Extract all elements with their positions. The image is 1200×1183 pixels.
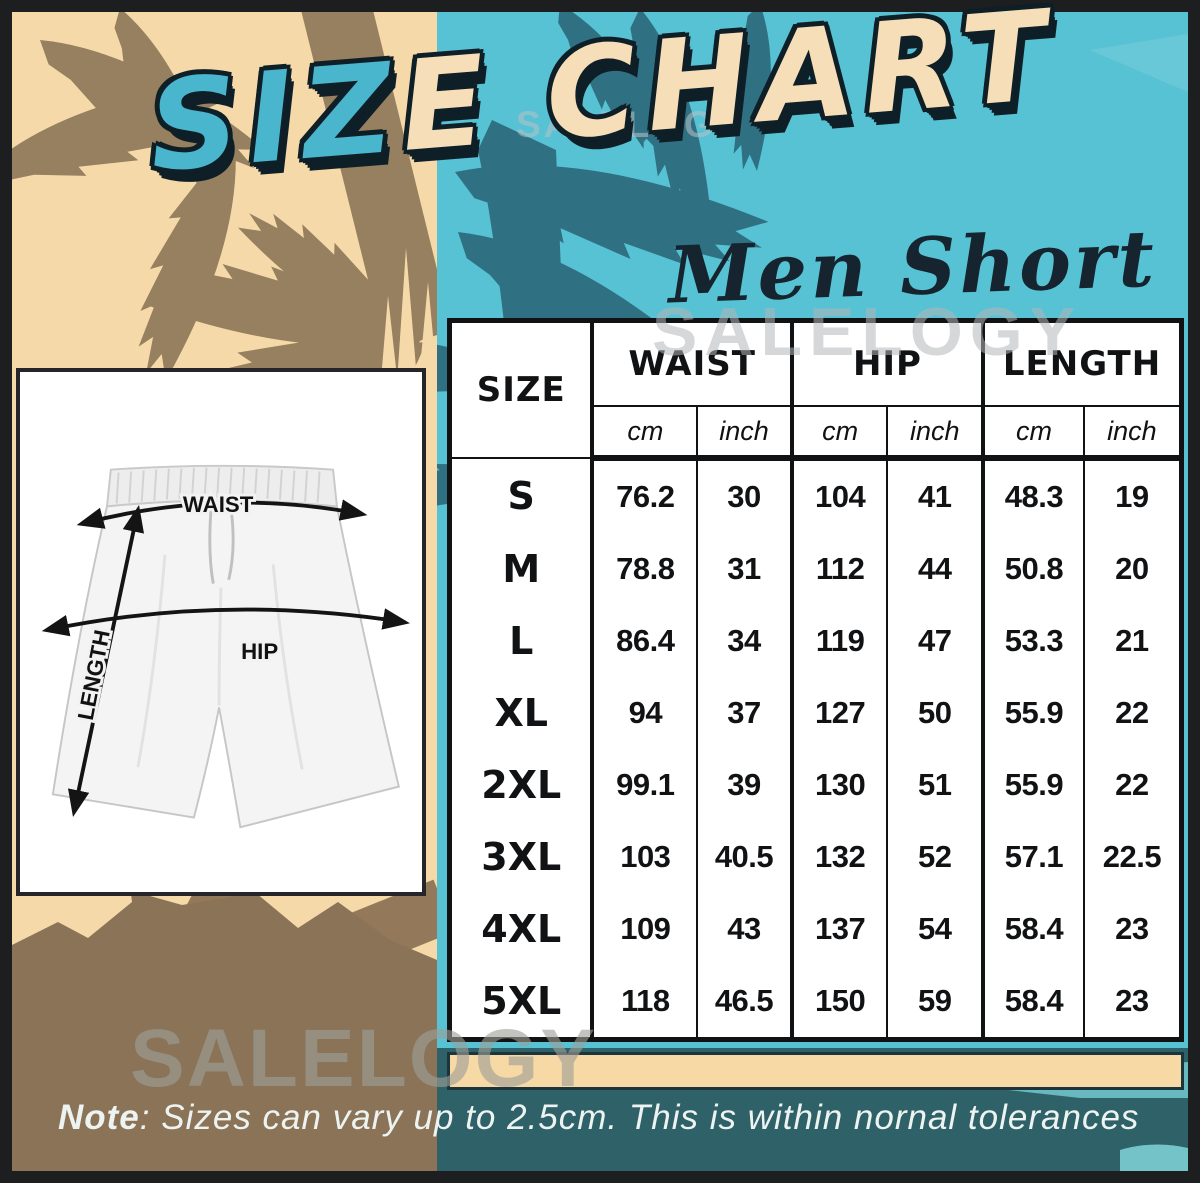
hip-label: HIP: [241, 639, 278, 664]
hip-in-cell: 50: [886, 677, 984, 749]
table-row: M 78.8 31 112 44 50.8 20: [450, 533, 1182, 605]
unit-header-cm: cm: [590, 406, 698, 461]
waist-cm-cell: 76.2: [590, 458, 698, 533]
size-table-container: SIZE WAIST HIP LENGTH cm inch cm inch cm…: [447, 318, 1184, 1042]
hip-in-cell: 54: [886, 893, 984, 965]
table-row: L 86.4 34 119 47 53.3 21: [450, 605, 1182, 677]
hip-cm-cell: 150: [789, 965, 888, 1040]
hip-cm-cell: 132: [789, 821, 888, 893]
len-in-cell: 20: [1082, 533, 1182, 605]
hip-cm-cell: 127: [789, 677, 888, 749]
len-in-cell: 23: [1082, 965, 1182, 1040]
hip-in-cell: 41: [886, 458, 984, 533]
size-column-header: SIZE: [449, 320, 593, 459]
waist-cm-cell: 103: [590, 821, 698, 893]
page-subtitle: Men Short: [666, 213, 1159, 322]
waist-in-cell: 37: [696, 677, 792, 749]
note-label: Note: [58, 1098, 140, 1137]
waist-in-cell: 30: [696, 458, 792, 533]
waist-cm-cell: 94: [590, 677, 698, 749]
len-in-cell: 21: [1082, 605, 1182, 677]
note-body: : Sizes can vary up to 2.5cm. This is wi…: [139, 1098, 1140, 1137]
len-in-cell: 22.5: [1082, 821, 1182, 893]
unit-header-inch: inch: [696, 406, 792, 461]
table-row: 4XL 109 43 137 54 58.4 23: [450, 893, 1182, 965]
hip-cm-cell: 119: [789, 605, 888, 677]
len-cm-cell: 50.8: [981, 533, 1084, 605]
shorts-measurement-diagram: WAIST HIP LENGTH: [41, 464, 410, 829]
waist-in-cell: 43: [696, 893, 792, 965]
waist-in-cell: 46.5: [696, 965, 792, 1040]
shorts-photo-frame: WAIST HIP LENGTH: [16, 368, 426, 896]
len-cm-cell: 55.9: [981, 749, 1084, 821]
hip-in-cell: 51: [886, 749, 984, 821]
hip-in-cell: 59: [886, 965, 984, 1040]
grass-spikes: [382, 248, 436, 368]
len-cm-cell: 53.3: [981, 605, 1084, 677]
hip-in-cell: 52: [886, 821, 984, 893]
measurement-arrows: [41, 499, 410, 818]
title-left-part: SIZ: [143, 36, 407, 201]
len-cm-cell: 55.9: [981, 677, 1084, 749]
hip-group-header: HIP: [789, 320, 984, 407]
len-cm-cell: 58.4: [981, 893, 1084, 965]
length-group-header: LENGTH: [981, 320, 1182, 407]
hip-cm-cell: 130: [789, 749, 888, 821]
size-cell: 2XL: [481, 763, 562, 807]
hip-in-cell: 47: [886, 605, 984, 677]
size-cell: L: [509, 619, 534, 663]
hip-in-cell: 44: [886, 533, 984, 605]
hip-cm-cell: 104: [789, 458, 888, 533]
len-cm-cell: 48.3: [981, 458, 1084, 533]
size-table-body: S 76.2 30 104 41 48.3 19 M 78.8 31 112 44 50.8 20 L 86.…: [450, 458, 1182, 1040]
waist-label: WAIST: [183, 492, 254, 517]
waist-in-cell: 39: [696, 749, 792, 821]
waist-cm-cell: 99.1: [590, 749, 698, 821]
unit-header-cm: cm: [789, 406, 888, 461]
len-in-cell: 22: [1082, 677, 1182, 749]
size-cell: 5XL: [481, 979, 562, 1023]
waist-in-cell: 40.5: [696, 821, 792, 893]
len-cm-cell: 57.1: [981, 821, 1084, 893]
waist-in-cell: 34: [696, 605, 792, 677]
waist-group-header: WAIST: [590, 320, 792, 407]
light-ray: [1090, 34, 1188, 92]
size-cell: 3XL: [481, 835, 562, 879]
len-in-cell: 22: [1082, 749, 1182, 821]
brown-palm-silhouettes: [12, 12, 437, 1171]
table-row: 2XL 99.1 39 130 51 55.9 22: [450, 749, 1182, 821]
waist-cm-cell: 118: [590, 965, 698, 1040]
waist-cm-cell: 78.8: [590, 533, 698, 605]
size-cell: XL: [494, 691, 548, 735]
size-cell: 4XL: [481, 907, 562, 951]
waist-in-cell: 31: [696, 533, 792, 605]
tolerance-note: Note: Sizes can vary up to 2.5cm. This i…: [58, 1098, 1139, 1138]
size-table: SIZE WAIST HIP LENGTH cm inch cm inch cm…: [447, 318, 1184, 1042]
hip-cm-cell: 137: [789, 893, 888, 965]
table-row: 5XL 118 46.5 150 59 58.4 23: [450, 965, 1182, 1040]
size-cell: S: [507, 474, 535, 518]
size-cell: M: [502, 547, 541, 591]
unit-header-inch: inch: [1082, 406, 1182, 461]
table-row: 3XL 103 40.5 132 52 57.1 22.5: [450, 821, 1182, 893]
unit-header-cm: cm: [981, 406, 1084, 461]
table-footer-bar: [447, 1052, 1184, 1090]
unit-header-inch: inch: [886, 406, 984, 461]
len-in-cell: 23: [1082, 893, 1182, 965]
length-arrow: [68, 504, 145, 818]
len-in-cell: 19: [1082, 458, 1182, 533]
len-cm-cell: 58.4: [981, 965, 1084, 1040]
table-row: XL 94 37 127 50 55.9 22: [450, 677, 1182, 749]
waist-cm-cell: 86.4: [590, 605, 698, 677]
hip-cm-cell: 112: [789, 533, 888, 605]
table-row: S 76.2 30 104 41 48.3 19: [450, 458, 1182, 533]
waist-cm-cell: 109: [590, 893, 698, 965]
